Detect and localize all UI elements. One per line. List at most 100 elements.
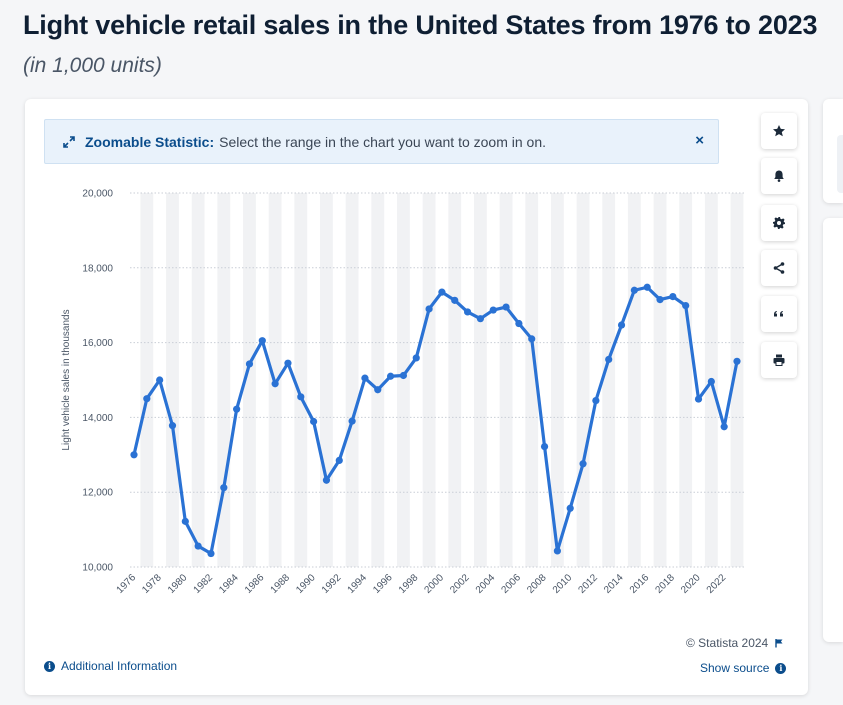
x-tick-label: 2020 <box>679 572 703 596</box>
data-point <box>643 283 651 291</box>
x-tick-label: 2016 <box>628 572 652 596</box>
copyright-text: © Statista 2024 <box>686 636 769 650</box>
info-icon: i <box>44 660 55 672</box>
data-point <box>515 319 523 328</box>
data-point <box>245 360 254 368</box>
background-band <box>191 193 205 567</box>
data-point <box>322 476 331 484</box>
background-band <box>679 193 693 567</box>
data-point <box>181 517 189 525</box>
additional-information-link[interactable]: i Additional Information <box>44 659 177 673</box>
data-point <box>438 288 446 296</box>
background-band <box>166 193 179 567</box>
data-point <box>220 484 228 492</box>
star-icon <box>773 125 785 137</box>
background-band <box>294 193 308 567</box>
data-point <box>592 396 600 405</box>
background-band <box>345 193 359 567</box>
x-tick-label: 2002 <box>448 572 472 596</box>
data-point <box>335 456 343 465</box>
background-band <box>140 193 154 567</box>
print-button[interactable] <box>761 342 797 378</box>
close-banner-button[interactable]: × <box>695 132 704 149</box>
data-point <box>694 395 703 403</box>
data-point <box>656 295 664 304</box>
x-tick-label: 1982 <box>192 572 216 596</box>
background-band <box>730 193 744 567</box>
data-point <box>130 451 138 459</box>
background-band <box>525 193 539 567</box>
expand-icon <box>63 135 75 148</box>
y-tick-label: 14,000 <box>82 413 113 424</box>
data-point <box>194 542 202 550</box>
share-button[interactable] <box>761 250 797 286</box>
x-tick-label: 2018 <box>653 572 677 596</box>
quote-icon <box>774 311 783 317</box>
x-tick-label: 2012 <box>576 572 600 596</box>
cite-button[interactable] <box>761 296 797 332</box>
page-title: Light vehicle retail sales in the United… <box>23 10 818 40</box>
data-point <box>348 417 356 425</box>
copyright: © Statista 2024 <box>686 636 784 650</box>
y-tick-label: 16,000 <box>82 338 113 349</box>
flag-icon[interactable] <box>774 638 784 648</box>
data-point <box>258 337 266 345</box>
data-point <box>617 321 626 329</box>
background-band <box>397 193 410 567</box>
background-band <box>653 193 667 567</box>
data-point <box>669 292 677 301</box>
x-tick-label: 2014 <box>602 572 626 596</box>
data-point <box>310 417 318 426</box>
x-tick-label: 1994 <box>346 572 370 596</box>
additional-information-label: Additional Information <box>61 659 178 673</box>
chart-card <box>25 99 808 695</box>
zoom-banner-text: Select the range in the chart you want t… <box>219 133 547 150</box>
x-tick-label: 1984 <box>217 572 241 596</box>
data-point <box>284 359 292 367</box>
settings-button[interactable] <box>761 205 797 241</box>
show-source-label: Show source <box>700 661 770 675</box>
x-tick-label: 1978 <box>140 572 164 596</box>
x-tick-label: 1998 <box>397 572 421 596</box>
y-tick-label: 18,000 <box>82 263 113 274</box>
data-point <box>412 354 420 362</box>
data-point <box>399 371 408 380</box>
x-tick-label: 1990 <box>294 572 318 596</box>
data-point <box>566 504 574 512</box>
background-band <box>627 193 641 567</box>
x-tick-label: 1980 <box>166 572 190 596</box>
x-tick-label: 2010 <box>551 572 575 596</box>
show-source-link[interactable]: Show source i <box>700 661 787 675</box>
data-point <box>720 423 728 431</box>
data-point <box>143 395 151 403</box>
x-tick-label: 1996 <box>371 572 395 596</box>
share-icon <box>773 262 785 274</box>
data-point <box>528 335 536 343</box>
background-band <box>243 193 256 567</box>
data-point <box>630 286 638 294</box>
page-subtitle: (in 1,000 units) <box>23 54 162 77</box>
source-info-icon: i <box>775 662 787 674</box>
data-point <box>682 301 690 310</box>
gear-icon <box>773 217 785 229</box>
background-band <box>602 193 616 567</box>
background-band <box>448 193 462 567</box>
data-point <box>451 296 459 304</box>
favorite-button[interactable] <box>761 113 797 149</box>
data-point <box>374 386 382 394</box>
data-point <box>233 405 241 413</box>
y-tick-label: 12,000 <box>82 488 113 499</box>
data-point <box>605 355 613 364</box>
zoom-banner: Zoomable Statistic: Select the range in … <box>44 119 719 164</box>
data-point <box>207 549 215 558</box>
x-tick-label: 1988 <box>269 572 293 596</box>
print-icon <box>773 354 785 366</box>
x-tick-label: 2022 <box>705 572 729 596</box>
x-tick-label: 1976 <box>115 572 139 596</box>
background-band <box>422 193 436 567</box>
x-tick-label: 1992 <box>320 572 344 596</box>
notification-button[interactable] <box>761 158 797 194</box>
data-point <box>502 303 510 311</box>
data-point <box>361 374 369 382</box>
